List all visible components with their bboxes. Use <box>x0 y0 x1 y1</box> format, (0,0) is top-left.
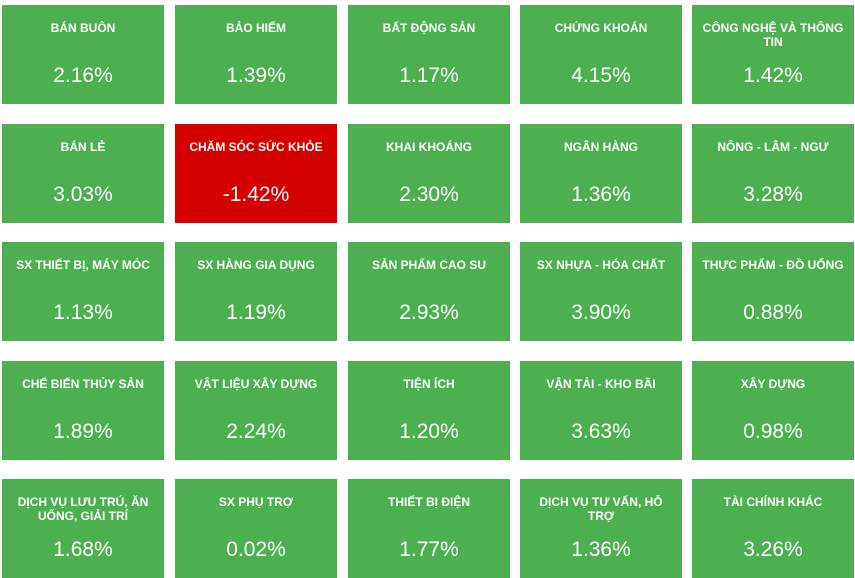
sector-change: 0.88% <box>743 301 803 324</box>
sector-tile[interactable]: XÂY DỰNG 0.98% <box>692 361 854 460</box>
sector-change: 3.63% <box>571 420 631 443</box>
sector-name: CHĂM SÓC SỨC KHỎE <box>189 140 323 154</box>
sector-name: VẬN TẢI - KHO BÃI <box>546 377 656 391</box>
sector-tile[interactable]: VẬN TẢI - KHO BÃI 3.63% <box>520 361 682 460</box>
sector-name: CHẾ BIẾN THỦY SẢN <box>22 377 144 391</box>
sector-name: BÁN BUÔN <box>50 21 116 35</box>
sector-change: 3.03% <box>53 183 113 206</box>
sector-tile[interactable]: SX HÀNG GIA DỤNG 1.19% <box>175 242 337 341</box>
sector-tile[interactable]: KHAI KHOÁNG 2.30% <box>348 124 510 223</box>
sector-name: DỊCH VỤ TƯ VẤN, HỖ TRỢ <box>539 495 663 523</box>
sector-tile[interactable]: CHỨNG KHOÁN 4.15% <box>520 5 682 104</box>
sector-name: THIẾT BỊ ĐIỆN <box>387 495 470 509</box>
sector-name: CHỨNG KHOÁN <box>554 21 648 35</box>
sector-name: BẢO HIỂM <box>226 21 286 35</box>
sector-change: 1.36% <box>571 538 631 561</box>
sector-name: SX PHỤ TRỢ <box>218 495 294 509</box>
sector-tile[interactable]: BÁN LẺ 3.03% <box>2 124 164 223</box>
sector-change: 1.39% <box>226 64 286 87</box>
sector-name: TIỆN ÍCH <box>403 377 455 391</box>
sector-change: 0.98% <box>743 420 803 443</box>
sector-change: 1.68% <box>53 538 113 561</box>
sector-name: SẢN PHẨM CAO SU <box>371 258 486 272</box>
sector-tile[interactable]: NGÂN HÀNG 1.36% <box>520 124 682 223</box>
sector-name: VẬT LIỆU XÂY DỰNG <box>194 377 318 391</box>
sector-tile[interactable]: CHẾ BIẾN THỦY SẢN 1.89% <box>2 361 164 460</box>
sector-tile[interactable]: SX NHỰA - HÓA CHẤT 3.90% <box>520 242 682 341</box>
sector-name: THỰC PHẨM - ĐỒ UỐNG <box>702 258 844 272</box>
sector-change: 2.93% <box>399 301 459 324</box>
sector-change: 1.13% <box>53 301 113 324</box>
sector-tile[interactable]: SX PHỤ TRỢ 0.02% <box>175 479 337 578</box>
sector-change: 1.36% <box>571 183 631 206</box>
sector-tile[interactable]: TÀI CHÍNH KHÁC 3.26% <box>692 479 854 578</box>
sector-change: 2.16% <box>53 64 113 87</box>
sector-change: 2.30% <box>399 183 459 206</box>
sector-tile[interactable]: SẢN PHẨM CAO SU 2.93% <box>348 242 510 341</box>
sector-change: 3.90% <box>571 301 631 324</box>
sector-tile[interactable]: BẤT ĐỘNG SẢN 1.17% <box>348 5 510 104</box>
sector-tile[interactable]: THỰC PHẨM - ĐỒ UỐNG 0.88% <box>692 242 854 341</box>
sector-change: 2.24% <box>226 420 286 443</box>
sector-change: 1.89% <box>53 420 113 443</box>
sector-name: XÂY DỰNG <box>740 377 806 391</box>
sector-tile[interactable]: DỊCH VỤ LƯU TRÚ, ĂN UỐNG, GIẢI TRÍ 1.68% <box>2 479 164 578</box>
sector-name: KHAI KHOÁNG <box>386 140 472 154</box>
sector-tile[interactable]: NÔNG - LÂM - NGƯ 3.28% <box>692 124 854 223</box>
sector-tile[interactable]: CHĂM SÓC SỨC KHỎE -1.42% <box>175 124 337 223</box>
sector-change: 0.02% <box>226 538 286 561</box>
sector-change: -1.42% <box>222 183 290 206</box>
sector-change: 1.77% <box>399 538 459 561</box>
sector-name: TÀI CHÍNH KHÁC <box>723 495 823 509</box>
sector-name: NÔNG - LÂM - NGƯ <box>717 140 829 154</box>
sector-tile[interactable]: BẢO HIỂM 1.39% <box>175 5 337 104</box>
sector-change: 1.19% <box>226 301 286 324</box>
sector-change: 1.42% <box>743 64 803 87</box>
sector-name: CÔNG NGHỆ VÀ THÔNG TIN <box>702 21 844 49</box>
sector-change: 4.15% <box>571 64 631 87</box>
sector-change: 3.28% <box>743 183 803 206</box>
sector-change: 3.26% <box>743 538 803 561</box>
sector-tile[interactable]: TIỆN ÍCH 1.20% <box>348 361 510 460</box>
sector-name: DỊCH VỤ LƯU TRÚ, ĂN UỐNG, GIẢI TRÍ <box>17 495 149 523</box>
sector-name: BẤT ĐỘNG SẢN <box>382 21 476 35</box>
sector-name: SX NHỰA - HÓA CHẤT <box>536 258 666 272</box>
sector-tile[interactable]: BÁN BUÔN 2.16% <box>2 5 164 104</box>
sector-change: 1.20% <box>399 420 459 443</box>
sector-tile[interactable]: THIẾT BỊ ĐIỆN 1.77% <box>348 479 510 578</box>
sector-tile[interactable]: SX THIẾT BỊ, MÁY MÓC 1.13% <box>2 242 164 341</box>
sector-tile[interactable]: CÔNG NGHỆ VÀ THÔNG TIN 1.42% <box>692 5 854 104</box>
sector-name: BÁN LẺ <box>60 140 106 154</box>
sector-tile[interactable]: VẬT LIỆU XÂY DỰNG 2.24% <box>175 361 337 460</box>
sector-name: SX THIẾT BỊ, MÁY MÓC <box>16 258 150 272</box>
sector-name: SX HÀNG GIA DỤNG <box>197 258 315 272</box>
sector-change: 1.17% <box>399 64 459 87</box>
sector-name: NGÂN HÀNG <box>564 140 638 154</box>
sector-tile[interactable]: DỊCH VỤ TƯ VẤN, HỖ TRỢ 1.36% <box>520 479 682 578</box>
